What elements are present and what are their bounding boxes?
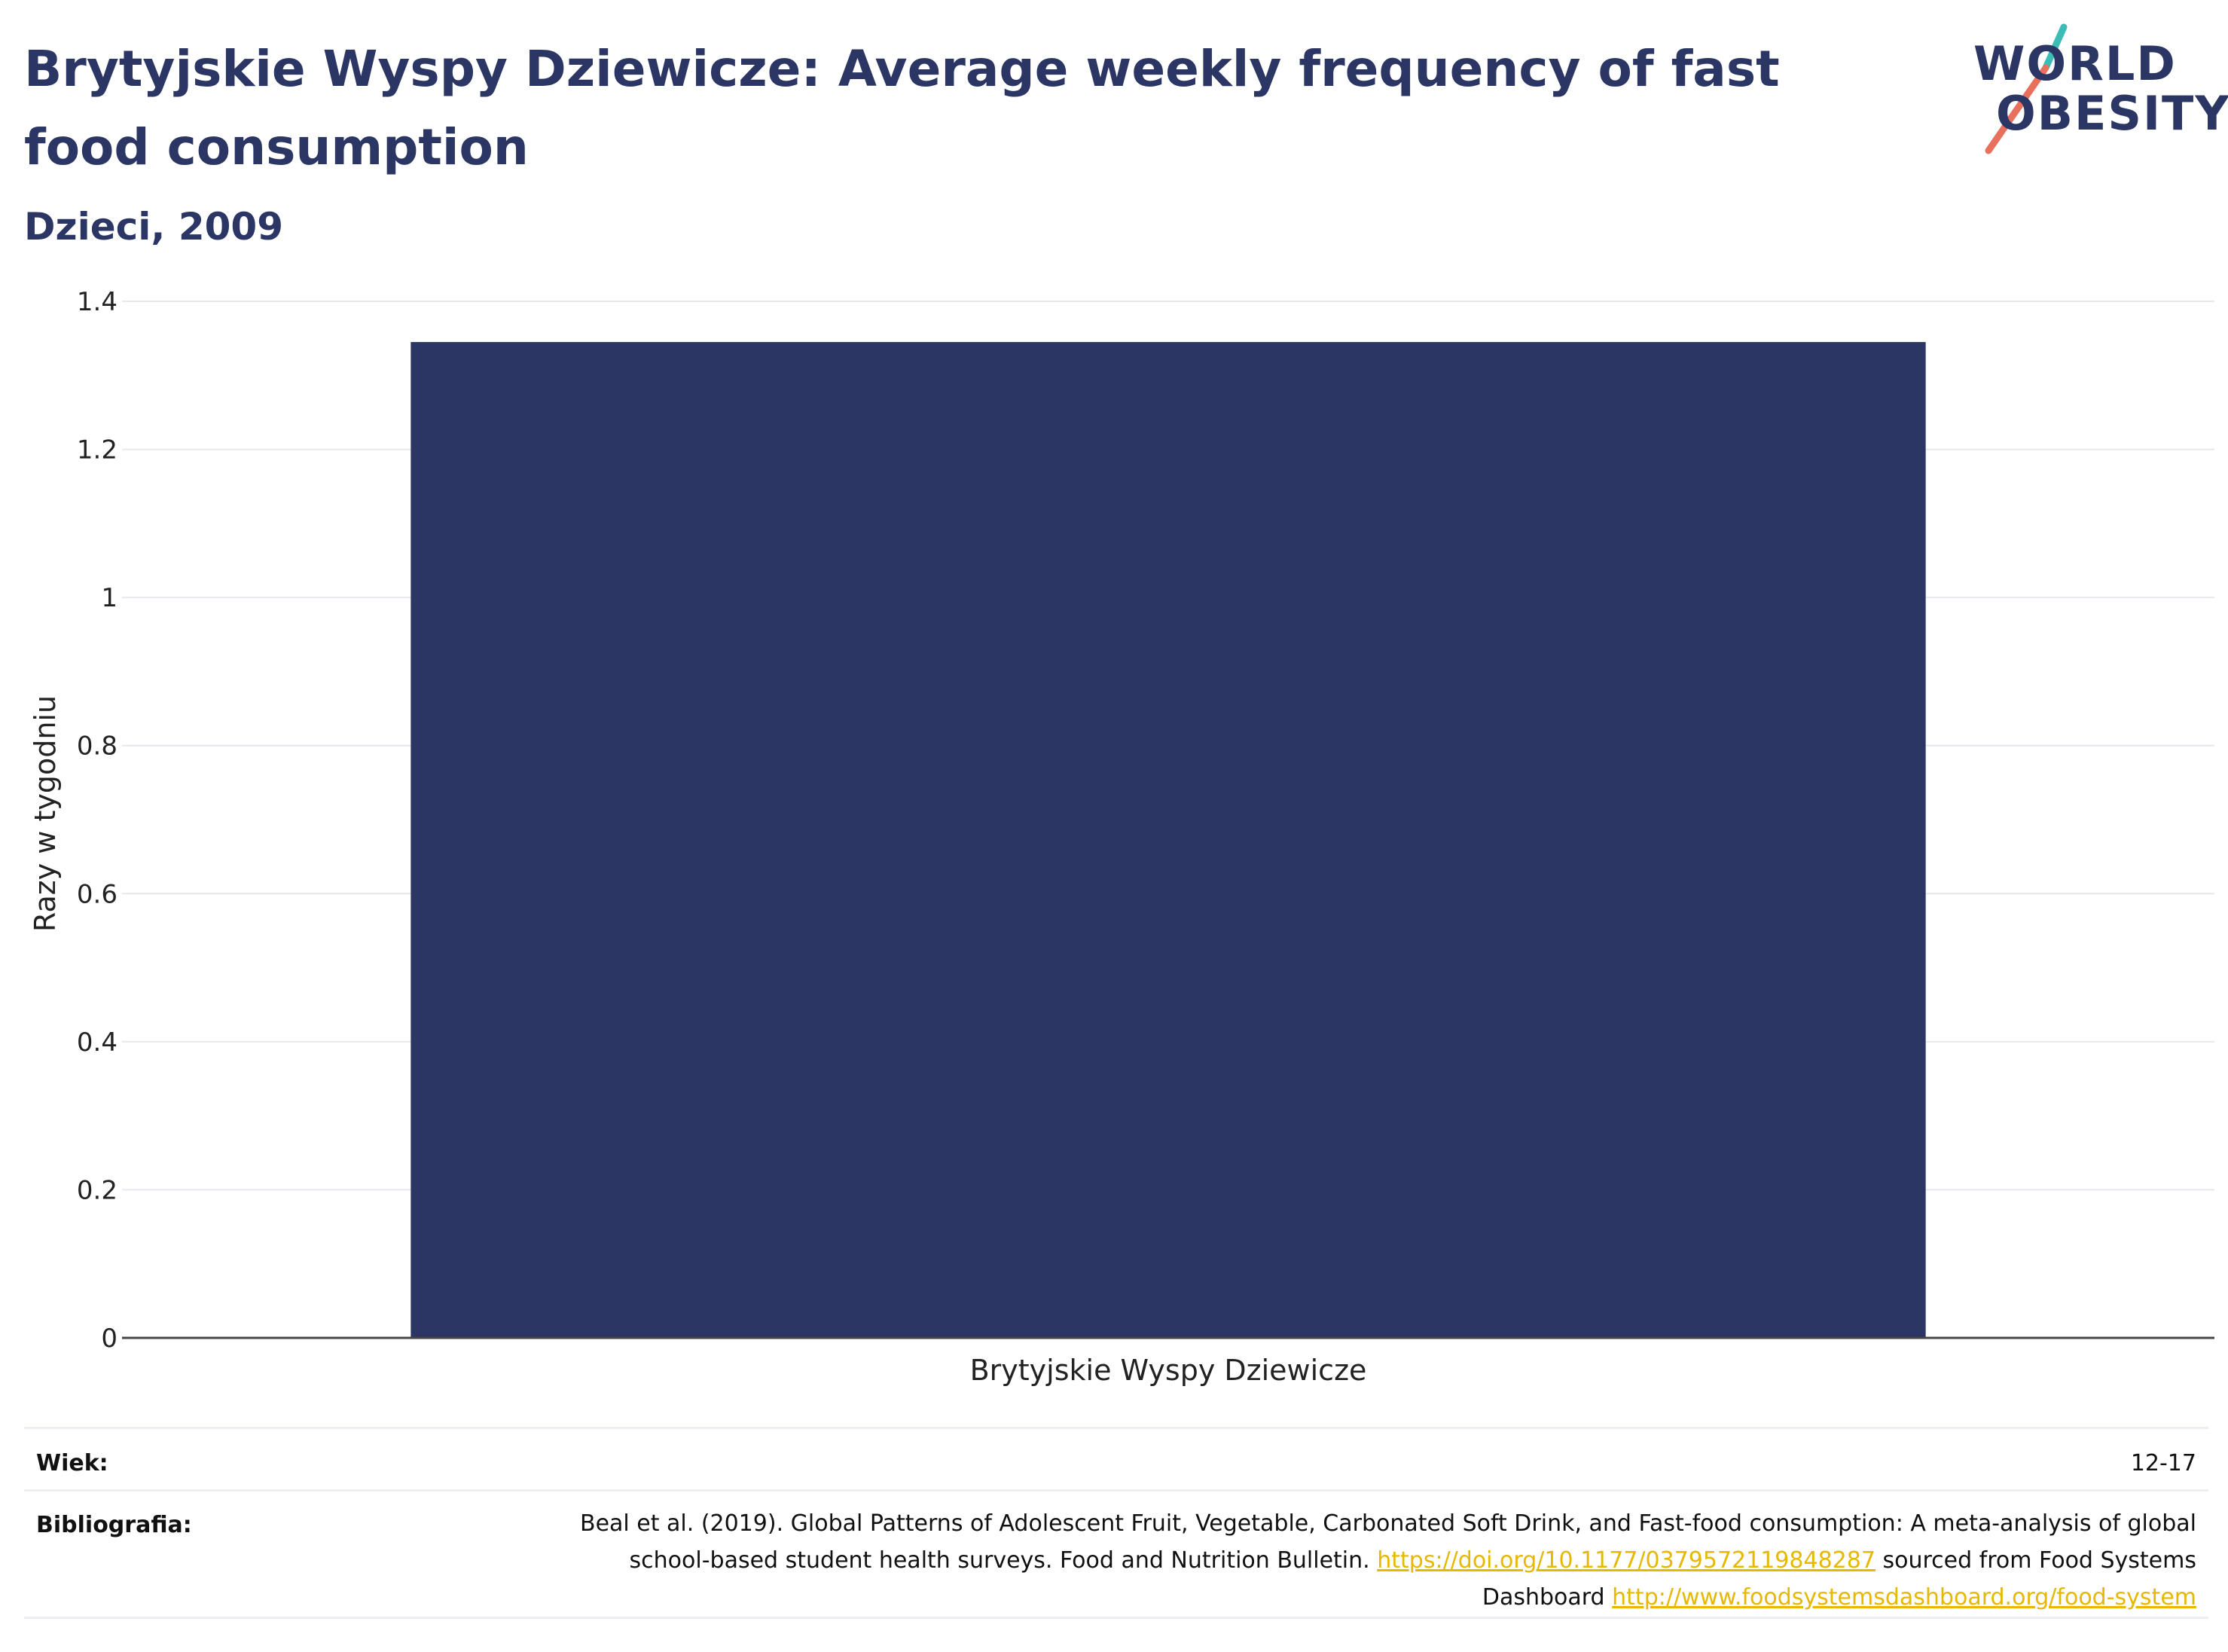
world-obesity-logo: WORLD OBESITY xyxy=(1973,23,2228,158)
y-tick-label: 1.2 xyxy=(77,435,118,466)
food-systems-link[interactable]: http://www.foodsystemsdashboard.org/food… xyxy=(1612,1584,2196,1611)
y-tick-label: 0.2 xyxy=(77,1175,118,1205)
bibliography-citation: Beal et al. (2019). Global Patterns of A… xyxy=(579,1510,2196,1574)
footer-divider-bottom xyxy=(24,1617,2208,1619)
bibliography-text: Beal et al. (2019). Global Patterns of A… xyxy=(539,1505,2196,1616)
bibliography-source: sourced from Food Systems Dashboard xyxy=(1482,1547,2196,1611)
x-tick-label: Brytyjskie Wyspy Dziewicze xyxy=(970,1354,1367,1387)
y-tick-label: 0.6 xyxy=(77,879,118,909)
doi-link[interactable]: https://doi.org/10.1177/0379572119848287 xyxy=(1377,1547,1875,1574)
bibliography-label: Bibliografia: xyxy=(36,1512,192,1538)
footer-divider-middle xyxy=(24,1489,2208,1492)
y-tick-label: 1.4 xyxy=(77,287,118,317)
footer-divider-top xyxy=(24,1427,2208,1429)
y-tick-label: 0.4 xyxy=(77,1028,118,1058)
logo-slash-icon xyxy=(1985,23,2068,154)
y-tick-label: 1 xyxy=(101,583,118,613)
logo-word-world: WORLD xyxy=(1973,36,2177,91)
age-label: Wiek: xyxy=(36,1450,108,1476)
y-tick-label: 0 xyxy=(101,1324,118,1354)
bar-chart: 0 0.2 0.4 0.6 0.8 1 1.2 1.4 Brytyjskie Wyspy Dzi… xyxy=(77,287,2214,1387)
chart-title: Brytyjskie Wyspy Dziewicze: Average week… xyxy=(24,40,1780,176)
logo-word-obesity: OBESITY xyxy=(1996,86,2228,141)
age-value: 12-17 xyxy=(2130,1450,2196,1476)
chart-subtitle: Dzieci, 2009 xyxy=(24,205,283,249)
bar xyxy=(411,342,1926,1338)
y-tick-label: 0.8 xyxy=(77,731,118,762)
